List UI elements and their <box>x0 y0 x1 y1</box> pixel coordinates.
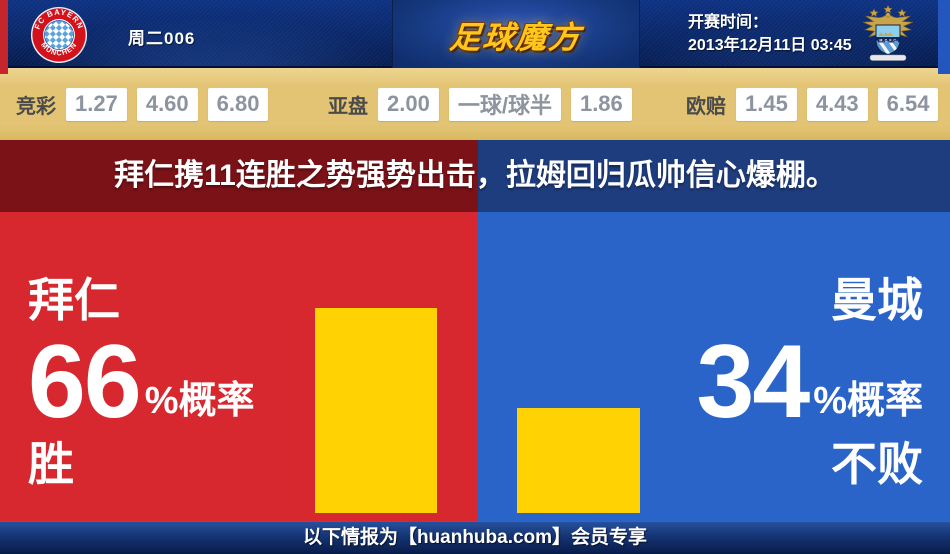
home-outcome-label: 胜 <box>28 438 74 490</box>
headline-home-bg <box>0 140 478 212</box>
kickoff-label: 开赛时间： <box>688 14 769 31</box>
home-stats-block: 拜仁 66 %概率 胜 <box>28 275 254 489</box>
odds-group-oupei: 欧赔 1.45 4.43 6.54 <box>686 68 948 140</box>
odds-value: 1.86 <box>570 87 632 121</box>
away-outcome-label: 不败 <box>831 438 923 490</box>
right-edge-stripe <box>938 0 950 74</box>
away-percent-suffix: %概率 <box>813 380 923 422</box>
site-header: FC BAYERN MÜNCHEN 周二006 足球魔方 开赛时间： 2013年… <box>0 0 950 68</box>
man-city-crest-icon: M.C.F.C <box>862 4 914 61</box>
away-team-name: 曼城 <box>831 274 923 326</box>
home-win-percent: 66 <box>28 324 142 440</box>
kickoff-time-block: 开赛时间： 2013年12月11日 03:45 <box>688 11 852 57</box>
odds-label: 欧赔 <box>686 95 726 118</box>
headline-text: 拜仁携11连胜之势强势出击，拉姆回归瓜帅信心爆棚。 <box>114 159 836 192</box>
odds-label: 竞彩 <box>16 95 56 118</box>
kickoff-datetime: 2013年12月11日 03:45 <box>688 37 852 54</box>
away-stats-block: 曼城 34 %概率 不败 <box>697 275 923 489</box>
left-edge-stripe <box>0 0 8 74</box>
away-win-percent: 34 <box>696 324 811 440</box>
odds-value: 4.60 <box>136 87 198 121</box>
prediction-panel: 拜仁 66 %概率 胜 曼城 34 %概率 不败 <box>0 212 950 521</box>
home-team-name: 拜仁 <box>28 274 120 326</box>
home-percent-row: 66 %概率 <box>28 324 255 440</box>
brand-panel: 足球魔方 <box>392 0 640 68</box>
footer-bar: 以下情报为【huanhuba.com】会员专享 <box>0 521 950 554</box>
footer-text: 以下情报为【huanhuba.com】会员专享 <box>302 527 648 548</box>
home-probability-bar <box>315 308 437 513</box>
odds-value: 1.45 <box>736 87 797 121</box>
odds-group-yapan: 亚盘 2.00 一球/球半 1.86 <box>328 68 642 140</box>
odds-handicap-value: 一球/球半 <box>448 87 561 121</box>
away-probability-bar <box>517 407 640 513</box>
odds-value: 4.43 <box>806 87 868 121</box>
headline-banner: 拜仁携11连胜之势强势出击，拉姆回归瓜帅信心爆棚。 <box>0 140 950 212</box>
bayern-crest-icon: FC BAYERN MÜNCHEN <box>30 6 88 64</box>
odds-bar: 竞彩 1.27 4.60 6.80 亚盘 2.00 一球/球半 1.86 欧赔 … <box>0 68 950 140</box>
odds-label: 亚盘 <box>328 95 368 118</box>
city-crest-band-text: M.C.F.C <box>879 38 896 42</box>
headline-away-bg <box>478 140 950 212</box>
odds-group-jingcai: 竞彩 1.27 4.60 6.80 <box>16 68 278 140</box>
match-number-label: 周二006 <box>128 29 196 48</box>
home-percent-suffix: %概率 <box>144 380 255 422</box>
away-percent-row: 34 %概率 <box>696 324 923 440</box>
odds-value: 6.80 <box>207 87 269 121</box>
brand-logo[interactable]: 足球魔方 <box>448 19 584 55</box>
odds-value: 1.27 <box>66 87 127 121</box>
odds-value: 2.00 <box>378 87 439 121</box>
odds-value: 6.54 <box>877 87 939 121</box>
